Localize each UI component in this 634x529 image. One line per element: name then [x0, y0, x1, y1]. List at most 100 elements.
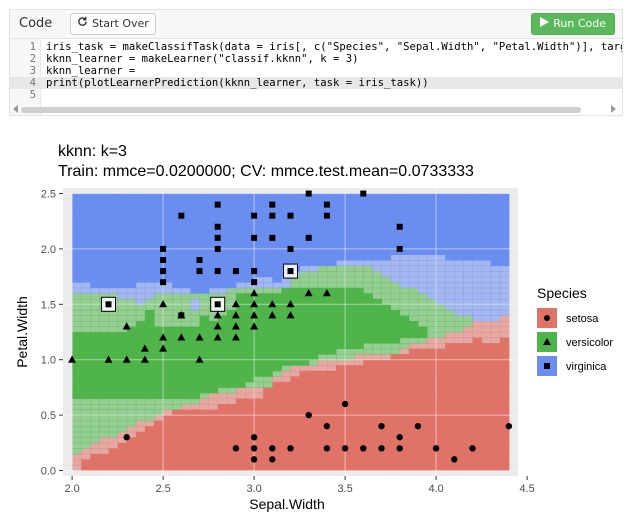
region-cell — [99, 453, 109, 460]
region-cell — [345, 243, 355, 250]
region-cell — [199, 376, 210, 383]
code-line[interactable]: 3 kknn_learner = — [10, 65, 622, 77]
region-cell — [326, 282, 337, 289]
region-cell — [272, 276, 282, 283]
region-cell — [499, 232, 510, 239]
code-editor[interactable]: 1 iris_task = makeClassifTask(data = iris… — [9, 38, 623, 116]
region-cell — [99, 243, 109, 250]
region-cell — [354, 365, 364, 372]
versicolor-point — [140, 344, 149, 352]
region-cell — [272, 260, 282, 267]
region-cell — [90, 309, 100, 316]
region-cell — [399, 248, 410, 255]
region-cell — [436, 332, 446, 339]
region-cell — [126, 437, 137, 444]
region-cell — [199, 276, 210, 283]
region-cell — [390, 193, 401, 200]
region-cell — [226, 404, 237, 411]
region-cell — [144, 248, 155, 255]
region-cell — [272, 282, 282, 289]
region-cell — [399, 337, 410, 344]
horizontal-scrollbar[interactable] — [11, 105, 616, 114]
region-cell — [117, 415, 128, 422]
region-cell — [463, 287, 473, 294]
region-cell — [472, 398, 483, 405]
region-cell — [436, 354, 446, 361]
region-cell — [172, 365, 182, 372]
region-cell — [481, 298, 492, 305]
region-cell — [326, 464, 337, 471]
region-cell — [217, 326, 228, 333]
region-cell — [272, 315, 282, 322]
run-code-button[interactable]: Run Code — [531, 13, 615, 35]
region-cell — [272, 254, 282, 261]
region-cell — [417, 332, 428, 339]
region-cell — [163, 298, 173, 305]
region-cell — [190, 243, 200, 250]
region-cell — [408, 354, 419, 361]
start-over-button[interactable]: Start Over — [70, 13, 156, 35]
region-cell — [172, 426, 182, 433]
region-cell — [263, 276, 273, 283]
region-cell — [463, 370, 473, 377]
region-cell — [245, 387, 255, 394]
region-cell — [117, 381, 128, 388]
region-cell — [408, 254, 419, 261]
region-cell — [354, 298, 364, 305]
region-cell — [463, 381, 473, 388]
region-cell — [299, 387, 310, 394]
region-cell — [427, 337, 437, 344]
region-cell — [454, 260, 464, 267]
region-cell — [336, 221, 346, 228]
region-cell — [499, 320, 510, 327]
code-line-active[interactable]: 4 print(plotLearnerPrediction(kknn_learne… — [10, 77, 622, 89]
region-cell — [108, 387, 119, 394]
scroll-left-icon[interactable] — [13, 105, 18, 113]
region-cell — [445, 392, 455, 399]
region-cell — [190, 426, 200, 433]
virginica-point — [214, 245, 221, 252]
code-text[interactable]: print(plotLearnerPrediction(kknn_learner… — [46, 77, 429, 89]
region-cell — [408, 204, 419, 211]
code-line[interactable]: 2 kknn_learner = makeLearner("classif.kkn… — [10, 53, 622, 65]
region-cell — [399, 320, 410, 327]
region-cell — [163, 226, 173, 233]
region-cell — [154, 232, 164, 239]
region-cell — [299, 420, 310, 427]
scroll-right-icon[interactable] — [611, 105, 616, 113]
region-cell — [135, 354, 146, 361]
region-cell — [427, 265, 437, 272]
legend-marker-virginica — [544, 363, 550, 369]
region-cell — [299, 354, 310, 361]
region-cell — [472, 332, 483, 339]
region-cell — [381, 404, 392, 411]
region-cell — [472, 448, 483, 455]
region-cell — [472, 426, 483, 433]
region-cell — [317, 381, 328, 388]
code-text[interactable]: iris_task = makeClassifTask(data = iris[… — [46, 41, 623, 53]
region-cell — [135, 459, 146, 466]
scrollbar-thumb[interactable] — [21, 107, 581, 113]
region-cell — [427, 221, 437, 228]
region-cell — [454, 320, 464, 327]
region-cell — [144, 442, 155, 449]
code-line[interactable]: 1 iris_task = makeClassifTask(data = iris… — [10, 41, 622, 53]
region-cell — [372, 415, 382, 422]
region-cell — [181, 193, 191, 200]
code-text[interactable]: kknn_learner = — [46, 65, 136, 77]
region-cell — [108, 254, 119, 261]
region-cell — [281, 387, 291, 394]
region-cell — [326, 392, 337, 399]
code-text[interactable]: kknn_learner = makeLearner("classif.kknn… — [46, 53, 359, 65]
region-cell — [454, 215, 464, 222]
region-cell — [90, 204, 100, 211]
region-cell — [336, 354, 346, 361]
code-line[interactable]: 5 — [10, 89, 622, 101]
region-cell — [217, 271, 228, 278]
region-cell — [144, 448, 155, 455]
region-cell — [235, 359, 246, 366]
region-cell — [499, 199, 510, 206]
region-cell — [326, 248, 337, 255]
region-cell — [99, 237, 109, 244]
region-cell — [481, 370, 492, 377]
